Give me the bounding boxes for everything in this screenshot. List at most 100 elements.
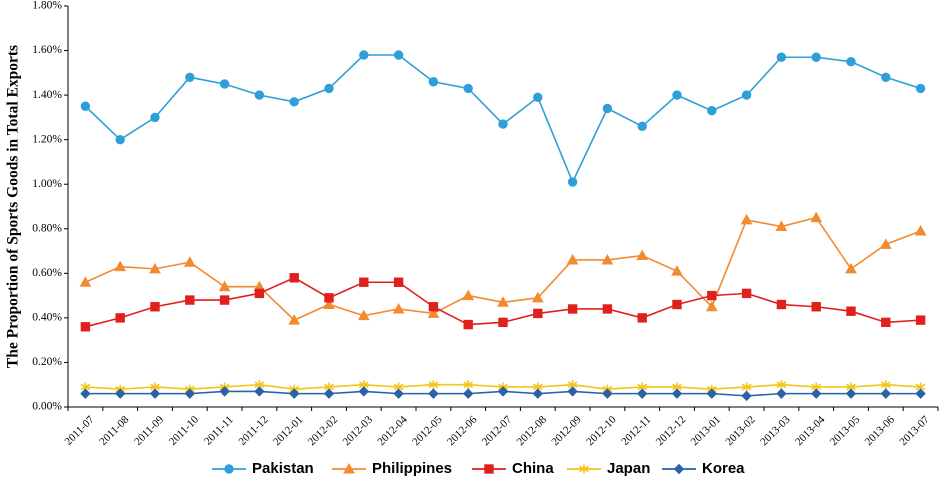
data-point <box>880 388 892 399</box>
legend-label: Pakistan <box>252 460 314 477</box>
x-tick-label: 2012-02 <box>306 414 340 448</box>
data-point <box>254 288 265 299</box>
data-point <box>915 388 926 399</box>
series-line <box>84 54 921 184</box>
x-axis-ticks: 2011-07 2011-08 2011-09 2011-10 2011-11 2011-… <box>62 407 939 448</box>
legend-label: Japan <box>607 460 650 477</box>
data-point <box>289 273 299 283</box>
data-point <box>358 386 370 397</box>
data-point <box>707 290 717 301</box>
y-tick-label: 1.80% <box>32 0 62 12</box>
data-point <box>114 260 127 272</box>
data-point <box>533 308 543 319</box>
data-point <box>810 388 822 399</box>
data-point <box>740 213 753 225</box>
x-tick-label: 2012-09 <box>549 413 584 448</box>
legend-marker <box>673 463 685 475</box>
data-point <box>498 119 508 129</box>
data-point <box>80 322 91 332</box>
data-point <box>879 238 892 249</box>
data-point <box>149 262 161 274</box>
legend-label: China <box>512 460 554 477</box>
data-point <box>671 388 683 399</box>
data-point <box>80 388 91 399</box>
data-point <box>427 307 440 318</box>
data-point <box>393 50 404 60</box>
data-point <box>428 77 439 87</box>
data-point <box>846 306 856 316</box>
x-tick-label: 2012-06 <box>445 413 480 448</box>
legend-marker <box>579 464 589 474</box>
data-point <box>602 103 613 114</box>
legend-item-pakistan: Pakistan <box>212 460 314 477</box>
data-point <box>149 388 161 399</box>
data-point <box>811 52 821 62</box>
x-tick-label: 2011-07 <box>62 413 96 447</box>
data-point <box>359 277 369 287</box>
data-point <box>185 72 195 82</box>
data-point <box>115 313 125 323</box>
data-point <box>463 319 473 330</box>
data-point <box>601 253 614 265</box>
data-point <box>357 309 370 321</box>
legend-label: Philippines <box>372 460 452 477</box>
data-point <box>532 388 544 399</box>
data-point <box>845 388 857 399</box>
data-point <box>254 90 265 100</box>
data-point <box>498 317 508 328</box>
data-point <box>288 314 301 325</box>
x-tick-label: 2012-08 <box>515 413 550 448</box>
data-point <box>845 262 857 274</box>
x-tick-label: 2012-04 <box>375 413 410 448</box>
series-group <box>79 50 927 402</box>
legend-item-japan: Japan <box>567 460 650 477</box>
x-tick-label: 2012-10 <box>584 413 619 448</box>
data-point <box>637 313 647 323</box>
data-point <box>637 121 647 132</box>
y-axis-ticks: 0.00% 0.20% 0.40% 0.60% 0.80% 1.00% 1.20% 1.40%… <box>32 0 68 413</box>
x-tick-label: 2011-11 <box>202 414 236 448</box>
data-point <box>811 302 821 312</box>
legend-item-korea: Korea <box>662 460 745 477</box>
y-tick-label: 1.40% <box>32 89 62 101</box>
x-tick-label: 2013-07 <box>897 413 932 448</box>
data-point <box>672 90 682 100</box>
y-tick-label: 1.00% <box>32 178 62 190</box>
data-point <box>183 256 196 267</box>
data-point <box>114 388 126 399</box>
data-point <box>323 298 335 310</box>
data-point <box>428 388 439 399</box>
x-tick-label: 2013-04 <box>793 413 828 448</box>
data-point <box>810 211 823 223</box>
data-point <box>115 134 125 145</box>
data-point <box>915 315 926 325</box>
data-point <box>219 79 230 89</box>
data-point <box>705 300 718 312</box>
series-pakistan <box>80 50 926 187</box>
data-point <box>776 299 787 310</box>
y-tick-label: 0.60% <box>32 267 62 279</box>
data-point <box>462 289 475 301</box>
y-axis-label-group: The Proportion of Sports Goods in Total … <box>5 45 22 368</box>
data-point <box>567 304 578 314</box>
data-point <box>324 293 334 303</box>
x-tick-label: 2012-03 <box>341 413 376 448</box>
x-tick-label: 2011-08 <box>97 413 131 447</box>
data-point <box>881 317 891 328</box>
y-tick-label: 1.20% <box>32 133 62 145</box>
data-point <box>636 388 648 399</box>
data-point <box>707 106 717 116</box>
data-point <box>497 386 509 397</box>
data-point <box>324 83 334 94</box>
x-tick-label: 2012-11 <box>619 414 653 448</box>
data-point <box>776 52 787 62</box>
x-tick-label: 2013-05 <box>828 413 863 448</box>
y-tick-label: 0.80% <box>32 222 62 234</box>
legend-item-china: China <box>472 460 554 477</box>
data-point <box>254 386 265 397</box>
data-point <box>566 253 579 265</box>
data-point <box>880 380 891 390</box>
data-point <box>533 92 543 103</box>
data-point <box>672 299 682 310</box>
